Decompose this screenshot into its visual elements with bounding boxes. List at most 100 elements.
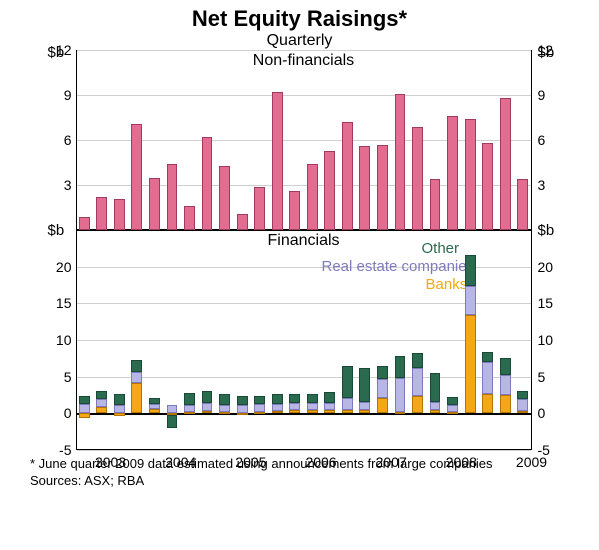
ytick-right: 6 [538,132,546,148]
bar-other [307,394,318,403]
bar-nonfin [500,98,511,230]
bar-nonfin [219,166,230,231]
gridline [77,340,531,341]
bar-banks [96,407,107,414]
bar-banks [237,413,248,415]
x-year-2007: 2007 [376,454,407,470]
ytick-right: 15 [538,295,554,311]
bar-banks [482,394,493,413]
ytick-right: 9 [538,87,546,103]
bar-banks [307,410,318,413]
ytick-left: 3 [46,177,72,193]
bar-nonfin [237,214,248,231]
x-year-2008: 2008 [446,454,477,470]
bar-banks [395,412,406,414]
bar-other [482,352,493,362]
source-line: Sources: ASX; RBA [30,473,599,488]
bar-nonfin [96,197,107,230]
ytick-left: 10 [46,332,72,348]
bar-real-estate-companies [114,405,125,413]
bar-banks [465,315,476,413]
gridline [77,50,531,51]
gridline [77,140,531,141]
ytick-left: 9 [46,87,72,103]
bar-nonfin [359,146,370,230]
bar-other [324,392,335,403]
bar-nonfin [167,164,178,230]
bar-real-estate-companies [482,362,493,394]
bar-other [149,398,160,404]
x-year-2009: 2009 [516,454,547,470]
bar-other [184,393,195,405]
bar-banks [430,410,441,413]
bar-banks [149,409,160,413]
gridline [77,185,531,186]
bar-banks [500,395,511,413]
bar-nonfin [131,124,142,231]
ytick-right: 0 [538,405,546,421]
chart-subtitle: Quarterly [0,32,599,50]
x-year-2004: 2004 [165,454,196,470]
bar-other [377,366,388,378]
bar-nonfin [114,199,125,231]
bar-other [114,394,125,406]
bar-real-estate-companies [395,378,406,412]
bar-other [254,396,265,403]
bar-nonfin [79,217,90,231]
bar-other [202,391,213,403]
bar-other [359,368,370,402]
bar-real-estate-companies [289,403,300,410]
bar-other [79,396,90,403]
ytick-right: 5 [538,369,546,385]
bar-other [412,353,423,368]
chart-title: Net Equity Raisings* [0,6,599,32]
bar-real-estate-companies [202,403,213,411]
bar-other [447,397,458,404]
bar-banks [412,396,423,414]
bar-other [342,366,353,398]
bar-other [430,373,441,402]
bar-real-estate-companies [517,399,528,411]
bar-real-estate-companies [377,379,388,398]
bar-real-estate-companies [412,368,423,396]
legend-other: Other [422,240,460,257]
bar-real-estate-companies [184,405,195,412]
ytick-left: 20 [46,259,72,275]
bar-nonfin [517,179,528,230]
bar-banks [114,413,125,415]
y-unit-left-bot: $b [48,222,65,239]
bar-other [96,391,107,400]
bar-real-estate-companies [167,405,178,413]
bar-real-estate-companies [219,405,230,412]
legend-banks: Banks [426,276,468,293]
bar-nonfin [184,206,195,230]
bar-other [289,394,300,403]
zero-line [76,413,532,415]
ytick-left: 12 [46,42,72,58]
bar-banks [219,412,230,414]
bar-real-estate-companies [447,405,458,412]
bar-nonfin [289,191,300,230]
bar-banks [359,410,370,413]
bar-real-estate-companies [79,404,90,414]
bar-other [517,391,528,400]
bar-real-estate-companies [342,398,353,410]
bar-real-estate-companies [272,404,283,411]
bar-real-estate-companies [465,286,476,315]
panel-bot-title: Financials [76,232,532,250]
ytick-left: 5 [46,369,72,385]
bar-real-estate-companies [96,399,107,406]
bar-other [272,394,283,404]
legend-real-estate-companies: Real estate companies [322,258,475,275]
x-year-2003: 2003 [95,454,126,470]
bar-nonfin [342,122,353,230]
bar-real-estate-companies [254,404,265,412]
panel-top-title: Non-financials [76,52,532,70]
bar-nonfin [254,187,265,231]
bar-nonfin [307,164,318,230]
bar-nonfin [412,127,423,231]
x-year-2005: 2005 [235,454,266,470]
bar-other [465,255,476,287]
bar-banks [184,412,195,414]
bar-banks [289,410,300,414]
